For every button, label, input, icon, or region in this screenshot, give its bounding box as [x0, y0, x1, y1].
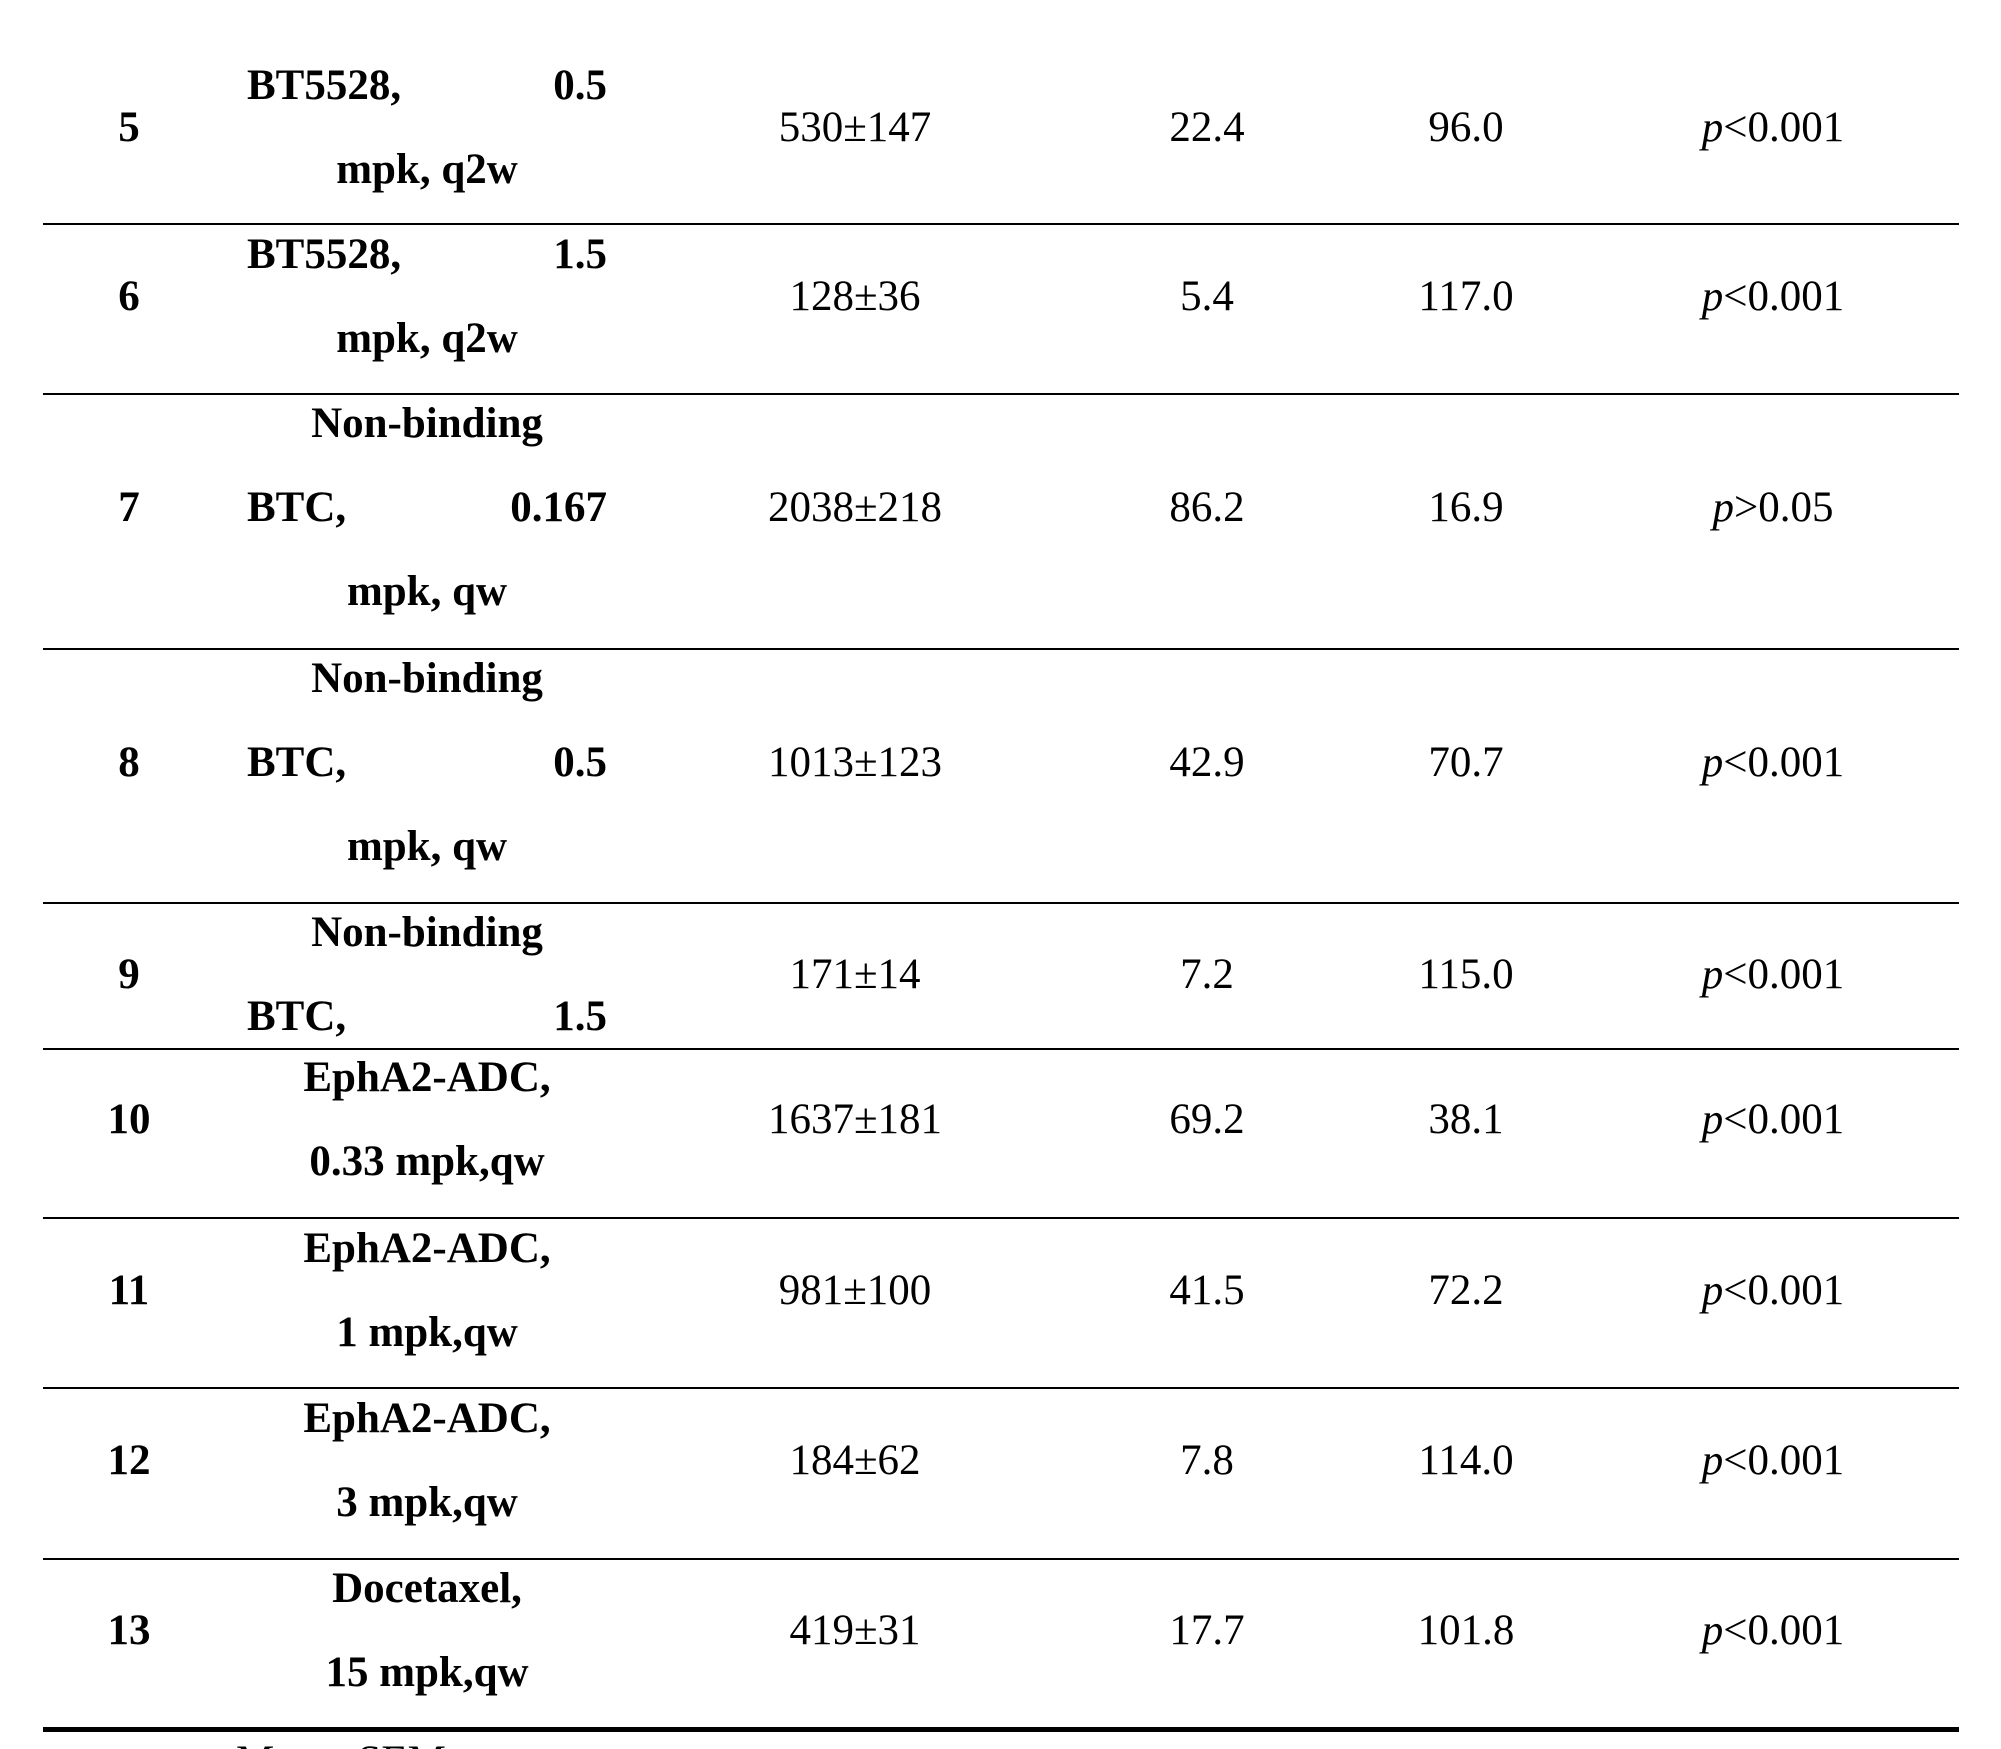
row-rule	[43, 1048, 1959, 1050]
row-rule	[43, 1387, 1959, 1389]
treatment-line: EphA2-ADC,	[247, 1393, 607, 1445]
treatment-line: EphA2-ADC,	[247, 1223, 607, 1275]
group-number: 8	[69, 737, 189, 789]
ratio-value: 69.2	[1107, 1094, 1307, 1146]
tumor-volume: 2038±218	[705, 482, 1005, 534]
treatment-line: mpk, q2w	[247, 144, 607, 196]
group-number: 5	[69, 102, 189, 154]
ratio-value: 17.7	[1107, 1605, 1307, 1657]
group-number: 9	[69, 949, 189, 1001]
group-number: 7	[69, 482, 189, 534]
p-symbol: p	[1702, 951, 1724, 998]
ratio-value: 86.2	[1107, 482, 1307, 534]
tgi-value: 70.7	[1366, 737, 1566, 789]
tgi-value: 16.9	[1366, 482, 1566, 534]
tumor-volume: 184±62	[705, 1435, 1005, 1487]
treatment-line: Non-binding	[247, 653, 607, 705]
treatment-line: BT5528, 0.5	[247, 60, 607, 112]
tumor-volume: 530±147	[705, 102, 1005, 154]
p-relation: <0.001	[1723, 104, 1844, 151]
tgi-value: 101.8	[1366, 1605, 1566, 1657]
group-number: 11	[69, 1265, 189, 1317]
p-value: p<0.001	[1623, 1435, 1923, 1487]
row-rule	[43, 1217, 1959, 1219]
p-symbol: p	[1702, 273, 1724, 320]
treatment-line: mpk, q2w	[247, 313, 607, 365]
p-value: p<0.001	[1623, 1265, 1923, 1317]
p-symbol: p	[1702, 739, 1724, 786]
tumor-volume: 1637±181	[705, 1094, 1005, 1146]
p-symbol: p	[1702, 1267, 1724, 1314]
tgi-value: 115.0	[1366, 949, 1566, 1001]
p-value: p<0.001	[1623, 102, 1923, 154]
p-value: p<0.001	[1623, 1094, 1923, 1146]
tumor-volume: 128±36	[705, 271, 1005, 323]
treatment-line: Non-binding	[247, 398, 607, 450]
tgi-value: 96.0	[1366, 102, 1566, 154]
group-number: 10	[69, 1094, 189, 1146]
row-rule	[43, 902, 1959, 904]
p-value: p<0.001	[1623, 949, 1923, 1001]
p-relation: <0.001	[1723, 1267, 1844, 1314]
treatment-line: BTC, 0.5	[247, 737, 607, 789]
table-bottom-rule	[43, 1727, 1959, 1732]
p-relation: <0.001	[1723, 1437, 1844, 1484]
ratio-value: 7.8	[1107, 1435, 1307, 1487]
treatment-line: BTC, 1.5	[247, 991, 607, 1043]
row-rule	[43, 393, 1959, 395]
ratio-value: 42.9	[1107, 737, 1307, 789]
tumor-volume: 1013±123	[705, 737, 1005, 789]
treatment-line: Non-binding	[247, 907, 607, 959]
row-rule	[43, 223, 1959, 225]
p-symbol: p	[1702, 104, 1724, 151]
treatment-line: mpk, qw	[247, 566, 607, 618]
tumor-volume: 419±31	[705, 1605, 1005, 1657]
ratio-value: 5.4	[1107, 271, 1307, 323]
p-relation: <0.001	[1723, 739, 1844, 786]
ratio-value: 41.5	[1107, 1265, 1307, 1317]
p-value: p>0.05	[1623, 482, 1923, 534]
p-relation: <0.001	[1723, 273, 1844, 320]
p-value: p<0.001	[1623, 271, 1923, 323]
p-symbol: p	[1702, 1096, 1724, 1143]
tgi-value: 38.1	[1366, 1094, 1566, 1146]
p-relation: >0.05	[1734, 484, 1834, 531]
p-relation: <0.001	[1723, 1096, 1844, 1143]
tumor-volume: 981±100	[705, 1265, 1005, 1317]
ratio-value: 7.2	[1107, 949, 1307, 1001]
row-rule	[43, 648, 1959, 650]
tgi-value: 72.2	[1366, 1265, 1566, 1317]
row-rule	[43, 1558, 1959, 1560]
group-number: 13	[69, 1605, 189, 1657]
tumor-volume: 171±14	[705, 949, 1005, 1001]
tgi-value: 114.0	[1366, 1435, 1566, 1487]
p-relation: <0.001	[1723, 1607, 1844, 1654]
group-number: 6	[69, 271, 189, 323]
p-value: p<0.001	[1623, 737, 1923, 789]
treatment-line: BTC, 0.167	[247, 482, 607, 534]
p-symbol: p	[1712, 484, 1734, 531]
treatment-line: EphA2-ADC,	[247, 1052, 607, 1104]
treatment-line: mpk, qw	[247, 821, 607, 873]
treatment-line: Docetaxel,	[247, 1563, 607, 1615]
treatment-line: 3 mpk,qw	[247, 1477, 607, 1529]
treatment-line: 0.33 mpk,qw	[247, 1136, 607, 1188]
treatment-line: 15 mpk,qw	[247, 1647, 607, 1699]
treatment-line: BT5528, 1.5	[247, 229, 607, 281]
group-number: 12	[69, 1435, 189, 1487]
p-symbol: p	[1702, 1607, 1724, 1654]
treatment-line: 1 mpk,qw	[247, 1307, 607, 1359]
p-symbol: p	[1702, 1437, 1724, 1484]
tgi-value: 117.0	[1366, 271, 1566, 323]
ratio-value: 22.4	[1107, 102, 1307, 154]
p-relation: <0.001	[1723, 951, 1844, 998]
p-value: p<0.001	[1623, 1605, 1923, 1657]
footnote: Mean±SEM	[236, 1736, 446, 1749]
